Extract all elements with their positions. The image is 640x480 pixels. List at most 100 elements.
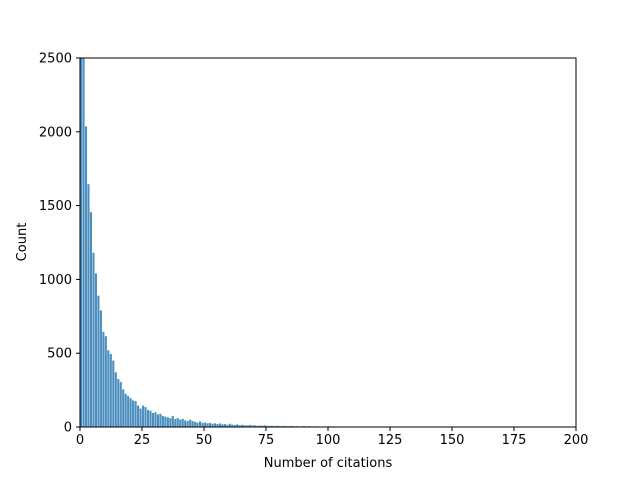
histogram-bar — [109, 353, 112, 427]
histogram-bar — [127, 396, 130, 427]
histogram-bar — [134, 401, 137, 427]
x-tick-label: 25 — [134, 433, 151, 448]
histogram-bars — [80, 58, 442, 427]
histogram-bar — [246, 425, 249, 427]
histogram-bar — [266, 425, 269, 427]
histogram-bar — [211, 423, 214, 427]
histogram-bar — [174, 418, 177, 427]
histogram-bar — [270, 425, 274, 427]
histogram-bar — [102, 331, 105, 427]
x-tick-label: 75 — [258, 433, 275, 448]
histogram-bar — [164, 416, 167, 427]
histogram-bar — [256, 425, 259, 427]
histogram-bar — [146, 410, 150, 427]
histogram-bar — [248, 424, 251, 427]
histogram-bar — [189, 419, 192, 427]
histogram-bar — [82, 58, 85, 427]
x-tick-label: 150 — [440, 433, 465, 448]
y-tick-label: 500 — [47, 347, 72, 362]
histogram-bar — [196, 422, 199, 427]
y-axis-ticks: 0 500 1000 1500 2000 2500 — [39, 52, 80, 436]
histogram-bar — [179, 419, 182, 427]
histogram-bar — [191, 421, 194, 427]
histogram-bar — [226, 424, 229, 427]
histogram-bar — [137, 405, 140, 427]
histogram-bar — [176, 418, 179, 427]
histogram-bar — [290, 425, 293, 427]
x-axis-label: Number of citations — [264, 456, 393, 471]
histogram-bar — [236, 424, 239, 427]
y-tick-label: 0 — [64, 421, 72, 436]
histogram-bar — [132, 400, 135, 427]
histogram-bar — [119, 381, 122, 427]
x-tick-label: 0 — [76, 433, 84, 448]
histogram-bar — [221, 424, 224, 427]
histogram-bar — [112, 360, 115, 427]
histogram-bar — [149, 410, 152, 427]
histogram-bar — [139, 408, 142, 427]
histogram-bar — [206, 423, 209, 427]
histogram-bar — [80, 58, 83, 427]
histogram-bar — [218, 423, 221, 427]
histogram-bar — [268, 425, 271, 427]
histogram-bar — [216, 424, 219, 427]
histogram-bar — [122, 389, 125, 427]
histogram-bar — [201, 422, 204, 427]
histogram-bar — [228, 423, 231, 427]
x-tick-label: 50 — [196, 433, 213, 448]
histogram-bar — [117, 379, 120, 427]
histogram-bar — [283, 425, 286, 427]
histogram-bar — [213, 423, 217, 427]
histogram-bar — [151, 412, 155, 427]
histogram-bar — [87, 184, 90, 427]
x-tick-label: 100 — [316, 433, 341, 448]
x-axis-ticks: 0 25 50 75 100 125 150 175 200 — [76, 427, 589, 448]
histogram-bar — [231, 424, 234, 427]
y-tick-label: 2000 — [39, 125, 72, 140]
histogram-bar — [99, 310, 102, 427]
histogram-bar — [97, 295, 100, 427]
histogram-bar — [238, 425, 241, 427]
histogram-bar — [251, 425, 254, 427]
histogram-bar — [124, 393, 127, 427]
y-tick-label: 2500 — [39, 52, 72, 67]
histogram-bar — [159, 413, 162, 427]
histogram-bar — [278, 425, 281, 427]
y-axis-label: Count — [15, 223, 30, 262]
histogram-bar — [204, 422, 207, 427]
y-tick-label: 1500 — [39, 199, 72, 214]
histogram-bar — [181, 418, 184, 427]
x-tick-label: 125 — [378, 433, 403, 448]
histogram-bar — [233, 424, 236, 427]
histogram-bar — [94, 273, 97, 427]
histogram-bar — [275, 425, 279, 427]
histogram-bar — [171, 415, 174, 427]
histogram-bar — [129, 398, 132, 427]
histogram-bar — [142, 405, 145, 427]
histogram-bar — [89, 212, 93, 427]
histogram-bar — [199, 421, 202, 427]
histogram-bar — [208, 422, 212, 427]
histogram-bar — [161, 415, 164, 427]
histogram-bar — [194, 421, 197, 427]
histogram-bar — [84, 126, 88, 427]
histogram-bar — [107, 350, 110, 427]
plot-frame — [79, 57, 577, 428]
x-tick-label: 200 — [564, 433, 589, 448]
histogram-bar — [114, 372, 117, 427]
histogram-bar — [169, 418, 172, 427]
y-tick-label: 1000 — [39, 273, 72, 288]
histogram-bar — [223, 424, 226, 427]
histogram-bar — [261, 425, 264, 427]
histogram-bar — [243, 425, 246, 427]
histogram-bar — [253, 425, 256, 427]
x-tick-label: 175 — [502, 433, 527, 448]
histogram-bar — [156, 414, 159, 427]
histogram-bar — [258, 425, 261, 427]
histogram-bar — [144, 407, 147, 427]
histogram-bar — [263, 425, 266, 427]
histogram-bar — [186, 421, 189, 427]
histogram-bar — [166, 417, 169, 427]
histogram-bar — [92, 252, 95, 427]
